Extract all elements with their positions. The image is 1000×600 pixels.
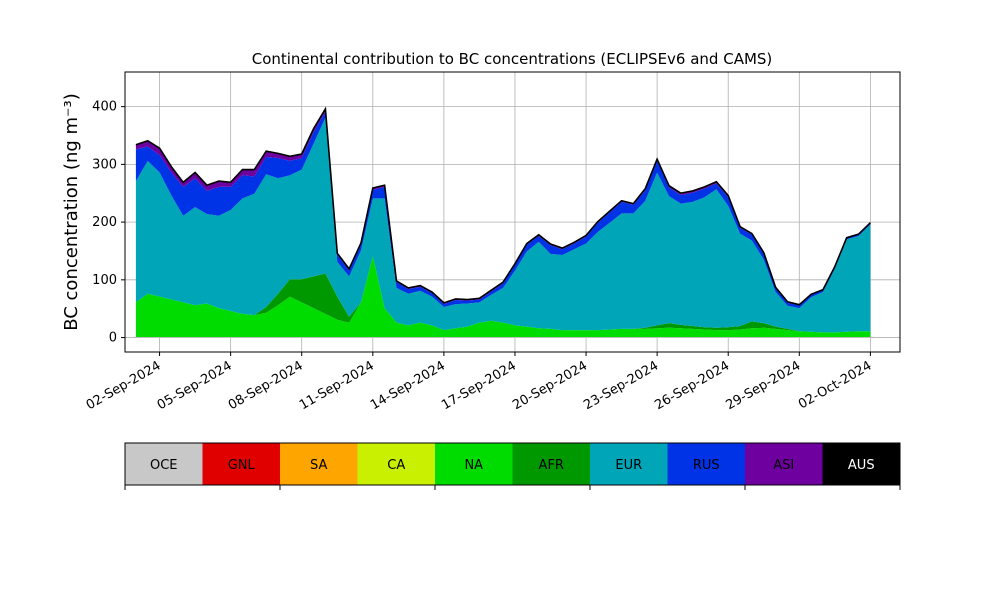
- stacked-areas: [135, 108, 871, 338]
- legend-label: GNL: [228, 458, 256, 473]
- legend-swatch-asi: [745, 443, 823, 485]
- legend-swatch-oce: [125, 443, 203, 485]
- y-tick-label: 0: [109, 331, 117, 346]
- area-eur: [135, 117, 871, 333]
- x-tick-label: 29-Sep-2024: [723, 358, 803, 413]
- x-tick-label: 23-Sep-2024: [581, 358, 661, 413]
- legend-swatch-sa: [280, 443, 358, 485]
- x-tick-label: 02-Oct-2024: [796, 358, 874, 412]
- legend-frame: [124, 442, 901, 486]
- total-concentration-line: [135, 106, 871, 306]
- y-tick-label: 200: [92, 215, 117, 230]
- legend-swatch-rus: [667, 443, 746, 485]
- legend-swatch-ca: [357, 443, 436, 485]
- x-tick-label: 05-Sep-2024: [155, 358, 235, 413]
- legend-swatch-gnl: [202, 443, 281, 485]
- y-tick-label: 100: [92, 273, 117, 288]
- legend-label: ASI: [773, 458, 794, 473]
- y-tick-label: 300: [92, 157, 117, 172]
- y-axis: 0 100 200 300 400: [92, 100, 125, 346]
- x-tick-label: 02-Sep-2024: [84, 358, 164, 413]
- x-axis: 02-Sep-202405-Sep-202408-Sep-202411-Sep-…: [84, 352, 874, 413]
- legend-swatch-afr: [512, 443, 591, 485]
- legend-swatch-eur: [590, 443, 668, 485]
- x-tick-label: 08-Sep-2024: [226, 358, 306, 413]
- y-axis-label: BC concentration (ng m⁻³): [61, 93, 82, 331]
- area-na: [135, 256, 871, 337]
- legend-label: AFR: [539, 458, 564, 473]
- legend-swatch-na: [435, 443, 513, 485]
- legend-label: CA: [387, 458, 405, 473]
- legend-label: NA: [464, 458, 483, 473]
- chart-title: Continental contribution to BC concentra…: [252, 50, 773, 68]
- legend-label: EUR: [615, 458, 642, 473]
- x-tick-label: 11-Sep-2024: [297, 358, 377, 413]
- plot-frame: [124, 71, 901, 353]
- legend-swatch-aus: [822, 443, 901, 485]
- area-oce: [135, 337, 871, 338]
- x-tick-label: 26-Sep-2024: [652, 358, 732, 413]
- legend-colorbar: OCE GNL SA CA NA AFR EUR RUS ASI AUS: [124, 442, 901, 490]
- legend-label: OCE: [150, 458, 178, 473]
- area-afr: [135, 256, 871, 333]
- legend-label: SA: [310, 458, 327, 473]
- x-tick-label: 17-Sep-2024: [439, 358, 519, 413]
- legend-label: AUS: [848, 458, 875, 473]
- y-tick-label: 400: [92, 100, 117, 115]
- legend-label: RUS: [693, 458, 720, 473]
- x-tick-label: 20-Sep-2024: [510, 358, 590, 413]
- x-tick-label: 14-Sep-2024: [368, 358, 448, 413]
